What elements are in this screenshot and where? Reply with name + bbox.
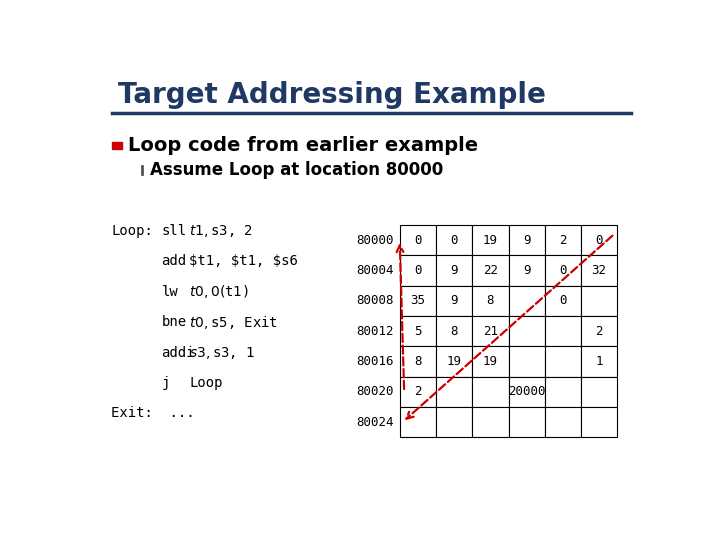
Text: 19: 19: [483, 234, 498, 247]
Text: Assume Loop at location 80000: Assume Loop at location 80000: [150, 161, 444, 179]
Text: 80024: 80024: [356, 416, 394, 429]
Bar: [508, 407, 545, 437]
Text: 80016: 80016: [356, 355, 394, 368]
Text: 0: 0: [450, 234, 458, 247]
Text: add: add: [161, 254, 186, 268]
Bar: [545, 377, 581, 407]
Text: 80020: 80020: [356, 386, 394, 399]
Text: 80008: 80008: [356, 294, 394, 307]
Bar: [436, 346, 472, 377]
Bar: [581, 377, 617, 407]
Text: addi: addi: [161, 346, 195, 360]
Text: 9: 9: [450, 294, 458, 307]
Bar: [436, 407, 472, 437]
Bar: [472, 407, 508, 437]
Text: 21: 21: [483, 325, 498, 338]
Bar: [472, 377, 508, 407]
Bar: [472, 346, 508, 377]
Text: 8: 8: [487, 294, 494, 307]
Text: 19: 19: [483, 355, 498, 368]
Text: Loop:: Loop:: [111, 224, 153, 238]
Text: 80000: 80000: [356, 234, 394, 247]
Bar: [472, 255, 508, 286]
Text: 19: 19: [446, 355, 462, 368]
Text: Target Addressing Example: Target Addressing Example: [118, 82, 546, 110]
Bar: [545, 225, 581, 255]
Text: 8: 8: [414, 355, 422, 368]
Text: $t0, 0($t1): $t0, 0($t1): [189, 284, 249, 300]
Bar: [581, 316, 617, 346]
Text: 20000: 20000: [508, 386, 545, 399]
Text: 0: 0: [414, 264, 422, 277]
Text: $t0, $s5, Exit: $t0, $s5, Exit: [189, 314, 278, 330]
Text: Exit:  ...: Exit: ...: [111, 406, 195, 420]
Bar: [508, 377, 545, 407]
Bar: [581, 346, 617, 377]
Bar: [508, 346, 545, 377]
FancyArrowPatch shape: [397, 245, 404, 389]
Bar: [472, 286, 508, 316]
Text: 5: 5: [414, 325, 422, 338]
Bar: [581, 407, 617, 437]
Bar: [545, 346, 581, 377]
Text: bne: bne: [161, 315, 186, 329]
Text: 1: 1: [595, 355, 603, 368]
Text: 32: 32: [592, 264, 607, 277]
Bar: [581, 255, 617, 286]
Bar: [436, 286, 472, 316]
Bar: [545, 255, 581, 286]
Bar: [508, 225, 545, 255]
Bar: [436, 255, 472, 286]
Text: 0: 0: [559, 294, 567, 307]
Text: 2: 2: [414, 386, 422, 399]
Bar: [545, 316, 581, 346]
Bar: [508, 255, 545, 286]
Text: 9: 9: [523, 264, 531, 277]
Bar: [545, 286, 581, 316]
Bar: [400, 286, 436, 316]
Bar: [436, 377, 472, 407]
Text: 2: 2: [595, 325, 603, 338]
Text: $t1, $s3, 2: $t1, $s3, 2: [189, 223, 253, 239]
Bar: [400, 316, 436, 346]
Text: 8: 8: [450, 325, 458, 338]
Text: 22: 22: [483, 264, 498, 277]
Text: 9: 9: [523, 234, 531, 247]
Bar: [400, 346, 436, 377]
Text: 80004: 80004: [356, 264, 394, 277]
Bar: [581, 225, 617, 255]
Text: 0: 0: [559, 264, 567, 277]
Text: $s3, $s3, 1: $s3, $s3, 1: [189, 345, 256, 361]
Bar: [581, 286, 617, 316]
Bar: [400, 377, 436, 407]
FancyArrowPatch shape: [406, 235, 613, 418]
Text: 35: 35: [410, 294, 426, 307]
Text: sll: sll: [161, 224, 186, 238]
Bar: [472, 225, 508, 255]
Text: 0: 0: [595, 234, 603, 247]
Text: 80012: 80012: [356, 325, 394, 338]
Bar: [436, 225, 472, 255]
Bar: [400, 407, 436, 437]
Bar: [436, 316, 472, 346]
Bar: [400, 225, 436, 255]
Text: Loop: Loop: [189, 376, 222, 390]
Text: lw: lw: [161, 285, 178, 299]
Bar: [400, 255, 436, 286]
Bar: [508, 316, 545, 346]
Text: $t1, $t1, $s6: $t1, $t1, $s6: [189, 254, 298, 268]
Text: 9: 9: [450, 264, 458, 277]
Text: 2: 2: [559, 234, 567, 247]
Bar: [508, 286, 545, 316]
Bar: [112, 141, 122, 149]
Text: 0: 0: [414, 234, 422, 247]
Bar: [545, 407, 581, 437]
Bar: [472, 316, 508, 346]
Text: j: j: [161, 376, 170, 390]
Text: Loop code from earlier example: Loop code from earlier example: [128, 136, 478, 154]
